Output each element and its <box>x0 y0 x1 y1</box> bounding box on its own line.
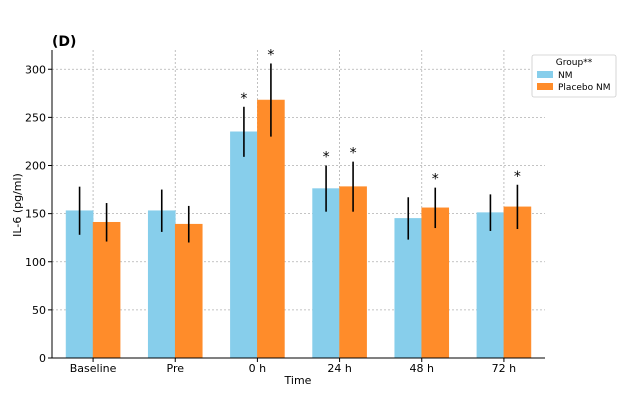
x-tick-labels: Baseline Pre 0 h 24 h 48 h 72 h <box>70 362 516 375</box>
bar-nm-2 <box>230 131 258 359</box>
y-tick-label-4: 200 <box>25 160 46 173</box>
bar-placebo-nm-0 <box>92 221 121 359</box>
panel-label: (D) <box>52 34 76 50</box>
bar-nm-1 <box>147 210 176 359</box>
y-tick-label-5: 250 <box>25 111 46 124</box>
significance-star: * <box>432 172 439 188</box>
significance-star: * <box>267 47 274 63</box>
x-tick-label-3: 24 h <box>327 362 351 375</box>
significance-star: * <box>350 146 357 162</box>
axes <box>48 50 545 362</box>
x-tick-label-0: Baseline <box>70 362 117 375</box>
bar-nm-5 <box>476 212 505 359</box>
significance-star: * <box>514 169 521 185</box>
y-tick-label-0: 0 <box>39 352 46 365</box>
y-tick-label-3: 150 <box>25 208 46 221</box>
bar-placebo-nm-5 <box>503 206 532 359</box>
bar-nm-3 <box>312 188 340 359</box>
y-tick-labels: 0 50 100 150 200 250 300 <box>25 63 46 365</box>
y-tick-label-6: 300 <box>25 63 46 76</box>
legend-swatch-0 <box>537 71 553 78</box>
x-tick-label-1: Pre <box>167 362 185 375</box>
x-axis-title: Time <box>284 374 312 387</box>
bar-placebo-nm-1 <box>174 223 203 359</box>
legend-title: Group** <box>556 58 593 68</box>
bars <box>65 99 532 359</box>
x-tick-label-5: 72 h <box>492 362 516 375</box>
x-tick-label-2: 0 h <box>249 362 266 375</box>
bar-placebo-nm-4 <box>421 207 450 359</box>
y-tick-label-2: 100 <box>25 256 46 269</box>
legend-swatch-1 <box>537 83 553 90</box>
significance-star: * <box>323 150 330 166</box>
legend: Group** NM Placebo NM <box>531 54 617 98</box>
bar-placebo-nm-3 <box>339 186 367 359</box>
gridlines <box>52 50 545 358</box>
x-tick-label-4: 48 h <box>410 362 434 375</box>
y-axis-title: IL-6 (pg/ml) <box>11 173 24 237</box>
y-tick-label-1: 50 <box>32 304 46 317</box>
legend-label-0: NM <box>558 71 573 81</box>
significance-markers: * * * * * * <box>240 47 521 187</box>
legend-label-1: Placebo NM <box>558 83 611 93</box>
bar-placebo-nm-2 <box>257 99 285 359</box>
bar-nm-0 <box>65 210 94 359</box>
error-bars <box>78 63 519 243</box>
significance-star: * <box>240 91 247 107</box>
